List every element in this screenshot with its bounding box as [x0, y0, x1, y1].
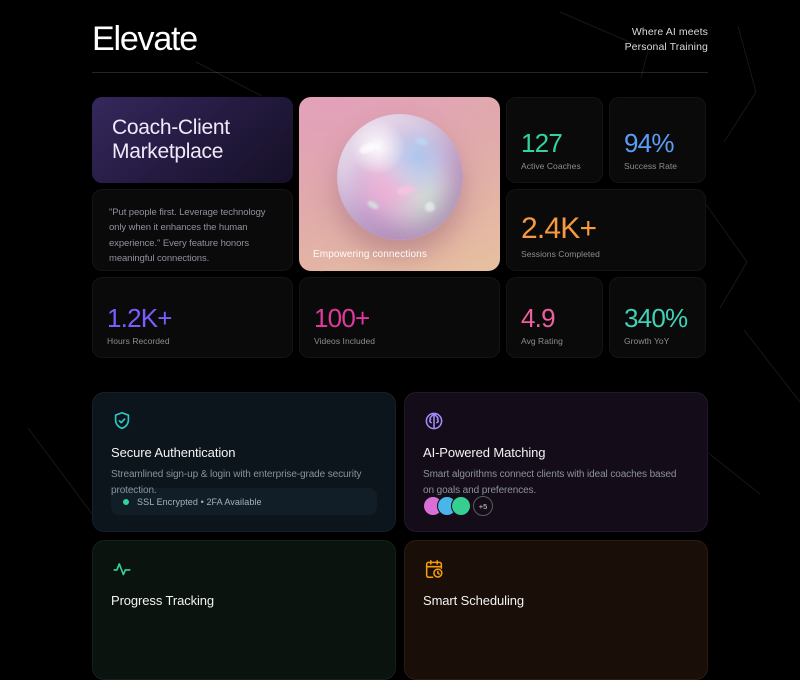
stat-label: Hours Recorded: [107, 336, 170, 346]
stat-value: 340%: [624, 303, 688, 333]
hero-image-card[interactable]: Empowering connections: [299, 97, 500, 271]
quote-text: "Put people first. Leverage technology o…: [109, 207, 266, 265]
header-tagline: Where AI meets Personal Training: [625, 25, 708, 54]
glass-sphere-image: [336, 114, 463, 241]
hero-title-card[interactable]: Coach-Client Marketplace: [92, 97, 293, 183]
page-title: Coach-Client Marketplace: [112, 115, 230, 163]
page-content: Elevate Where AI meets Personal Training…: [92, 0, 708, 680]
security-status-badge: SSL Encrypted • 2FA Available: [111, 488, 377, 515]
stat-label: Active Coaches: [521, 161, 581, 171]
tagline-line-1: Where AI meets: [631, 26, 708, 38]
activity-icon: [111, 558, 133, 580]
stat-card-active-coaches[interactable]: 127 Active Coaches: [506, 97, 603, 183]
coach-avatars: +5: [423, 496, 493, 516]
stat-card-avg-rating[interactable]: 4.9 Avg Rating: [506, 277, 603, 358]
stat-label: Growth YoY: [624, 336, 670, 346]
feature-title: Progress Tracking: [111, 593, 215, 608]
stat-card-videos-included[interactable]: 100+ Videos Included: [299, 277, 500, 358]
feature-description: Streamlined sign-up & login with enterpr…: [111, 469, 362, 496]
calendar-clock-icon: [423, 558, 445, 580]
stat-value: 100+: [314, 303, 370, 333]
avatar[interactable]: [451, 496, 471, 516]
stat-card-success-rate[interactable]: 94% Success Rate: [609, 97, 706, 183]
tagline-line-2: Personal Training: [624, 40, 708, 53]
page: { "header": { "logo": "Elevate", "taglin…: [27, 11, 800, 680]
stat-value: 4.9: [521, 303, 556, 333]
header: Elevate Where AI meets Personal Training: [92, 0, 708, 73]
stat-label: Sessions Completed: [521, 249, 600, 259]
stat-card-hours-recorded[interactable]: 1.2K+ Hours Recorded: [92, 277, 293, 358]
stat-label: Videos Included: [314, 336, 376, 346]
stat-value: 127: [521, 128, 563, 158]
feature-description: Smart algorithms connect clients with id…: [423, 469, 677, 496]
stat-card-sessions-completed[interactable]: 2.4K+ Sessions Completed: [506, 189, 706, 271]
feature-card-smart-scheduling[interactable]: Smart Scheduling: [404, 540, 708, 680]
feature-card-progress-tracking[interactable]: Progress Tracking: [92, 540, 396, 680]
avatar-overflow-count[interactable]: +5: [473, 496, 493, 516]
stat-value: 94%: [624, 128, 674, 158]
shield-check-icon: [111, 410, 133, 432]
brain-icon: [423, 410, 445, 432]
features-grid: Secure Authentication Streamlined sign-u…: [92, 392, 708, 680]
security-badge-text: SSL Encrypted • 2FA Available: [137, 496, 262, 507]
stat-value: 1.2K+: [107, 303, 172, 333]
feature-title: Smart Scheduling: [423, 593, 525, 608]
stat-label: Success Rate: [624, 161, 678, 171]
brand-logo: Elevate: [92, 20, 198, 58]
feature-title: AI-Powered Matching: [423, 445, 546, 460]
stat-label: Avg Rating: [521, 336, 563, 346]
image-caption: Empowering connections: [313, 249, 427, 260]
status-dot-icon: [123, 498, 129, 505]
feature-card-secure-authentication[interactable]: Secure Authentication Streamlined sign-u…: [92, 392, 396, 532]
stat-value: 2.4K+: [521, 212, 597, 245]
feature-title: Secure Authentication: [111, 445, 236, 460]
stat-card-growth-yoy[interactable]: 340% Growth YoY: [609, 277, 706, 358]
quote-card[interactable]: "Put people first. Leverage technology o…: [92, 189, 293, 271]
bento-grid: Coach-Client Marketplace Empowering conn…: [92, 97, 708, 358]
feature-card-ai-powered-matching[interactable]: AI-Powered Matching Smart algorithms con…: [404, 392, 708, 532]
